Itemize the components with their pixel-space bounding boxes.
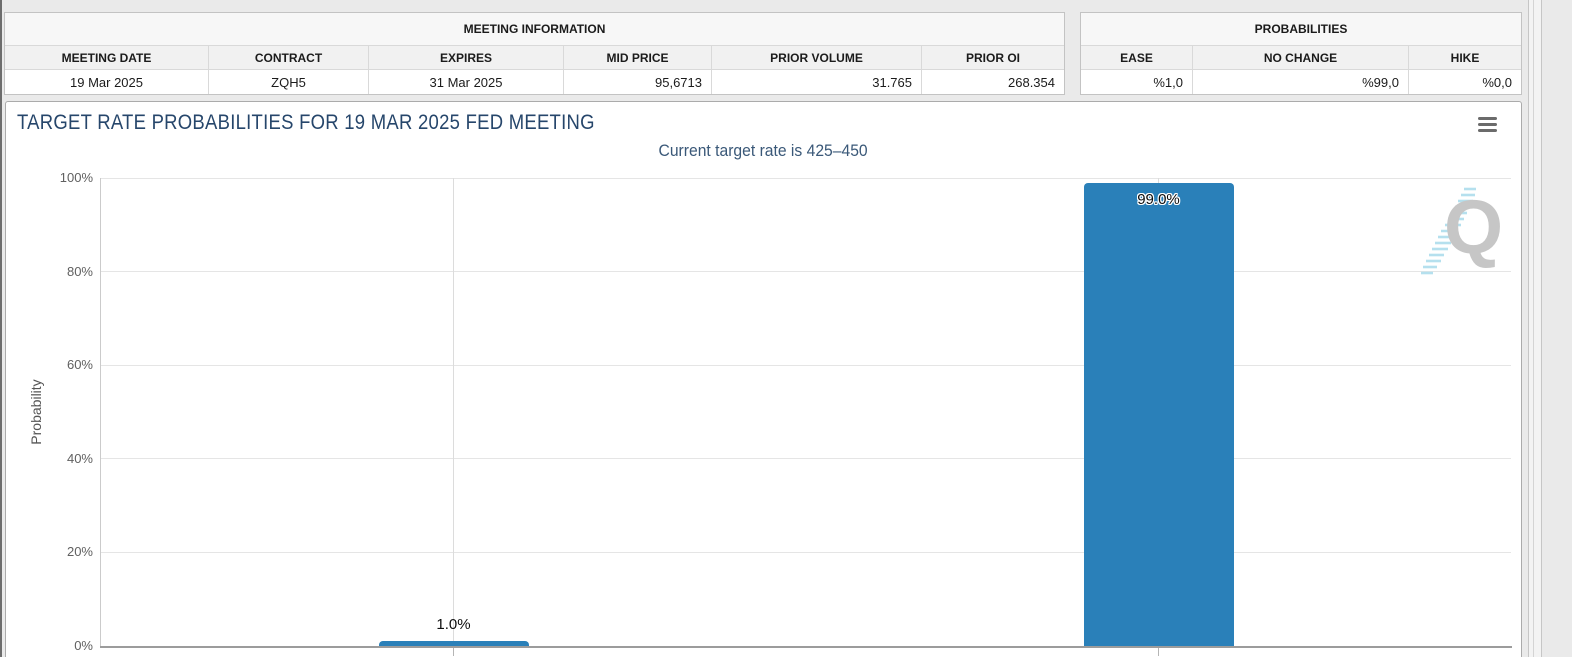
meeting-table-data-row: 19 Mar 2025 ZQH5 31 Mar 2025 95,6713 31.…	[5, 70, 1064, 94]
value-expires: 31 Mar 2025	[369, 70, 564, 94]
target-rate-chart-panel: TARGET RATE PROBABILITIES FOR 19 MAR 202…	[5, 101, 1522, 657]
bar-2[interactable]	[1083, 182, 1234, 646]
value-prior-volume: 31.765	[712, 70, 922, 94]
value-no-change: %99,0	[1193, 70, 1409, 94]
probabilities-table-title: PROBABILITIES	[1081, 13, 1521, 46]
header-expires: EXPIRES	[369, 46, 564, 69]
y-gridline	[101, 551, 1511, 553]
value-mid-price: 95,6713	[564, 70, 712, 94]
x-axis-tick	[1158, 646, 1159, 656]
y-axis-tick-label: 40%	[66, 450, 93, 466]
x-axis-tick	[453, 646, 454, 656]
header-prior-oi: PRIOR OI	[965, 50, 1020, 65]
y-gridline	[101, 458, 1511, 460]
value-ease: %1,0	[1081, 70, 1193, 94]
y-axis-tick-label: 20%	[66, 544, 93, 560]
bar-1[interactable]	[378, 641, 529, 646]
header-meeting-date: MEETING DATE	[5, 46, 209, 69]
watermark-logo: Q	[1416, 182, 1526, 292]
value-hike: %0,0	[1482, 74, 1512, 90]
chart-title: TARGET RATE PROBABILITIES FOR 19 MAR 202…	[17, 111, 595, 134]
chart-subtitle-wrap: Current target rate is 425–450	[6, 142, 1521, 161]
y-axis-tick-label: 80%	[66, 263, 93, 279]
y-axis-tick-label: 0%	[74, 638, 93, 653]
meeting-table-title: MEETING INFORMATION	[5, 13, 1064, 46]
watermark-q: Q	[1444, 185, 1504, 270]
watermark-stripes-icon	[1421, 187, 1476, 275]
y-axis-line	[100, 178, 101, 646]
x-gridline	[453, 178, 454, 646]
window-left-edge	[0, 0, 2, 657]
vertical-scrollbar[interactable]	[1528, 0, 1542, 657]
x-axis-line	[100, 645, 1512, 648]
value-meeting-date: 19 Mar 2025	[5, 70, 209, 94]
chart-subtitle: Current target rate is 425–450	[658, 142, 869, 160]
probabilities-table-data-row: %1,0 %99,0 %0,0	[1081, 70, 1521, 94]
scrollbar-inner-line	[1533, 0, 1534, 657]
header-mid-price: MID PRICE	[564, 46, 712, 69]
bar-data-label-2: 99.0%	[1137, 190, 1180, 208]
hamburger-icon	[1476, 117, 1500, 132]
meeting-table-header-row: MEETING DATE CONTRACT EXPIRES MID PRICE …	[5, 46, 1064, 70]
value-contract: ZQH5	[209, 70, 369, 94]
y-gridline	[101, 271, 1511, 273]
probabilities-table: PROBABILITIES EASE NO CHANGE HIKE %1,0 %…	[1080, 12, 1522, 95]
y-axis-tick-label: 100%	[59, 170, 93, 185]
header-ease: EASE	[1081, 46, 1193, 69]
plot-area: 0% 20% 40% 60% 80% 100% 1.0% 99.0%	[6, 102, 1521, 657]
bar-data-label-1: 1.0%	[436, 616, 471, 633]
header-no-change: NO CHANGE	[1193, 46, 1409, 69]
y-gridline	[101, 177, 1511, 179]
meeting-information-table: MEETING INFORMATION MEETING DATE CONTRAC…	[4, 12, 1065, 95]
header-contract: CONTRACT	[209, 46, 369, 69]
header-prior-volume: PRIOR VOLUME	[712, 46, 922, 69]
y-gridline	[101, 364, 1511, 366]
y-axis-tick-label: 60%	[66, 357, 93, 373]
probabilities-table-header-row: EASE NO CHANGE HIKE	[1081, 46, 1521, 70]
header-hike: HIKE	[1450, 50, 1480, 65]
value-prior-oi: 268.354	[1008, 74, 1055, 90]
chart-context-menu-button[interactable]	[1476, 117, 1500, 137]
